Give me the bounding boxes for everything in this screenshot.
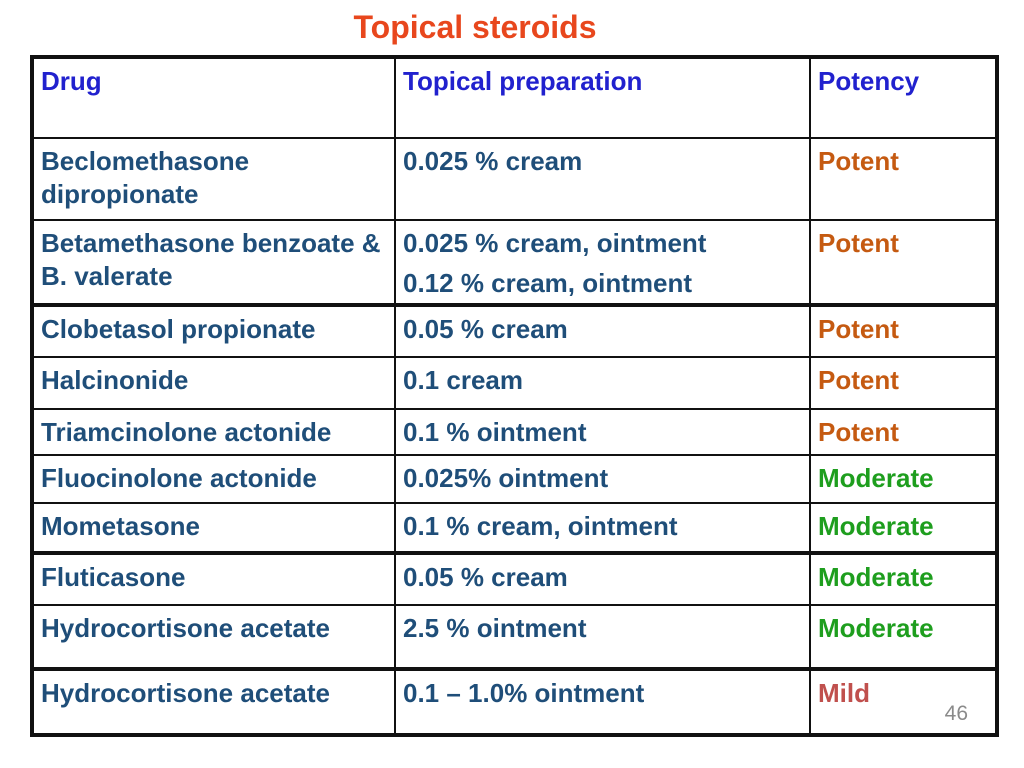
preparation-cell: 0.1 cream [394, 356, 811, 410]
table-row: Betamethasone benzoate & B. valerate 0.0… [31, 219, 998, 306]
page-number: 46 [944, 702, 968, 725]
potency-cell: Potent [809, 137, 998, 221]
drug-cell: Beclomethasone dipropionate [31, 137, 396, 221]
column-header-preparation: Topical preparation [394, 56, 811, 139]
potency-cell: Moderate [809, 551, 998, 606]
drug-cell: Halcinonide [31, 356, 396, 410]
drug-cell: Mometasone [31, 502, 396, 554]
preparation-line: 0.1 % cream, ointment [403, 511, 678, 541]
preparation-cell: 0.1 % cream, ointment [394, 502, 811, 554]
preparation-cell: 0.1 % ointment [394, 408, 811, 456]
preparation-line: 0.025% ointment [403, 463, 609, 493]
preparation-cell: 0.1 – 1.0% ointment [394, 667, 811, 736]
drug-cell: Hydrocortisone acetate [31, 604, 396, 670]
table-row: Beclomethasone dipropionate 0.025 % crea… [31, 137, 998, 221]
drug-cell: Betamethasone benzoate & B. valerate [31, 219, 396, 306]
potency-cell: Potent [809, 219, 998, 306]
table-row: Fluticasone 0.05 % cream Moderate [31, 551, 998, 606]
drug-cell: Clobetasol propionate [31, 303, 396, 358]
table-row: Triamcinolone actonide 0.1 % ointment Po… [31, 408, 998, 456]
table-row: Clobetasol propionate 0.05 % cream Poten… [31, 303, 998, 358]
table-row: Halcinonide 0.1 cream Potent [31, 356, 998, 410]
drug-cell: Triamcinolone actonide [31, 408, 396, 456]
potency-cell: Mild [809, 667, 998, 736]
potency-cell: Potent [809, 356, 998, 410]
column-header-potency: Potency [809, 56, 998, 139]
preparation-cell: 0.05 % cream [394, 551, 811, 606]
table-row: Mometasone 0.1 % cream, ointment Moderat… [31, 502, 998, 554]
preparation-cell: 2.5 % ointment [394, 604, 811, 670]
preparation-line: 0.1 % ointment [403, 417, 587, 447]
potency-cell: Moderate [809, 604, 998, 670]
preparation-line: 2.5 % ointment [403, 613, 587, 643]
potency-cell: Potent [809, 303, 998, 358]
table-header-row: Drug Topical preparation Potency [31, 56, 998, 139]
drug-cell: Fluocinolone actonide [31, 454, 396, 504]
potency-cell: Moderate [809, 502, 998, 554]
preparation-line: 0.05 % cream [403, 314, 568, 344]
preparation-cell: 0.025 % cream [394, 137, 811, 221]
potency-cell: Potent [809, 408, 998, 456]
preparation-cell: 0.025 % cream, ointment 0.12 % cream, oi… [394, 219, 811, 306]
preparation-line: 0.1 – 1.0% ointment [403, 678, 645, 708]
preparation-line: 0.05 % cream [403, 562, 568, 592]
drug-cell: Fluticasone [31, 551, 396, 606]
drug-cell: Hydrocortisone acetate [31, 667, 396, 736]
page-title: Topical steroids [353, 9, 597, 45]
potency-cell: Moderate [809, 454, 998, 504]
table-row: Hydrocortisone acetate 0.1 – 1.0% ointme… [31, 667, 998, 736]
table-row: Fluocinolone actonide 0.025% ointment Mo… [31, 454, 998, 504]
preparation-line: 0.12 % cream, ointment [403, 268, 692, 299]
preparation-cell: 0.05 % cream [394, 303, 811, 358]
preparation-cell: 0.025% ointment [394, 454, 811, 504]
preparation-line: 0.025 % cream [403, 146, 583, 176]
table-row: Hydrocortisone acetate 2.5 % ointment Mo… [31, 604, 998, 670]
preparation-line: 0.025 % cream, ointment [403, 228, 707, 258]
column-header-drug: Drug [31, 56, 396, 139]
preparation-line: 0.1 cream [403, 365, 523, 395]
steroids-table: Drug Topical preparation Potency Beclome… [30, 55, 999, 737]
